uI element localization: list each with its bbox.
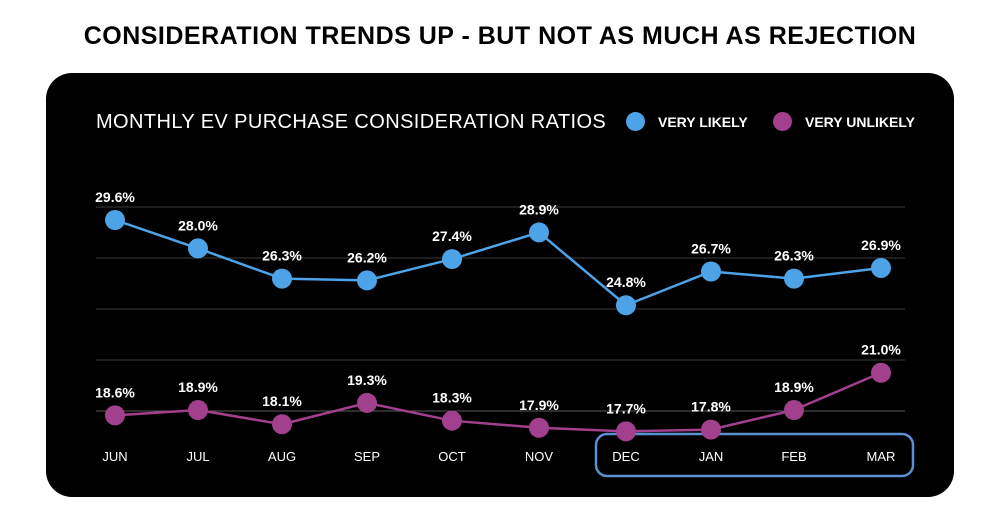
highlight-box — [594, 432, 915, 478]
chart-title: MONTHLY EV PURCHASE CONSIDERATION RATIOS — [96, 111, 607, 133]
x-tick-label-oct: OCT — [438, 449, 466, 464]
data-label-very-unlikely-aug: 18.1% — [262, 393, 302, 409]
x-tick-label-feb: FEB — [781, 449, 806, 464]
legend-dot-very-likely — [626, 112, 645, 131]
data-label-very-likely-dec: 24.8% — [606, 274, 646, 290]
x-tick-label-jun: JUN — [102, 449, 127, 464]
data-label-very-likely-sep: 26.2% — [347, 249, 387, 265]
data-point-very-likely-sep — [357, 270, 377, 291]
data-point-very-unlikely-jan — [701, 419, 721, 440]
x-tick-label-aug: AUG — [268, 449, 296, 464]
data-point-very-unlikely-oct — [442, 410, 462, 431]
legend-label-very-unlikely: VERY UNLIKELY — [805, 113, 915, 130]
data-label-very-unlikely-oct: 18.3% — [432, 390, 472, 406]
data-label-very-unlikely-feb: 18.9% — [774, 379, 814, 395]
data-label-very-unlikely-sep: 19.3% — [347, 372, 387, 388]
data-point-very-unlikely-dec — [616, 421, 636, 442]
data-label-very-likely-mar: 26.9% — [861, 237, 901, 253]
data-point-very-likely-jun — [105, 210, 125, 230]
x-tick-label-dec: DEC — [612, 449, 639, 464]
data-point-very-likely-aug — [272, 268, 292, 289]
data-point-very-likely-nov — [529, 222, 549, 243]
data-point-very-likely-dec — [616, 295, 636, 316]
data-point-very-unlikely-jun — [105, 405, 125, 426]
data-point-very-unlikely-aug — [272, 414, 292, 435]
data-label-very-likely-jul: 28.0% — [178, 217, 218, 233]
x-tick-label-jan: JAN — [699, 449, 724, 464]
data-label-very-unlikely-mar: 21.0% — [861, 342, 901, 358]
data-label-very-unlikely-jun: 18.6% — [95, 384, 135, 400]
data-point-very-likely-jan — [701, 261, 721, 282]
legend-very-likely: VERY LIKELY — [626, 112, 748, 131]
data-point-very-likely-oct — [442, 249, 462, 270]
legend-label-very-likely: VERY LIKELY — [658, 113, 748, 130]
data-point-very-unlikely-mar — [871, 362, 891, 383]
series-line-very-unlikely — [114, 371, 882, 433]
data-point-very-likely-jul — [188, 238, 208, 259]
data-label-very-likely-feb: 26.3% — [774, 248, 814, 264]
x-tick-label-sep: SEP — [354, 449, 380, 464]
data-point-very-unlikely-feb — [784, 400, 804, 421]
data-point-very-likely-mar — [871, 257, 891, 278]
legend-very-unlikely: VERY UNLIKELY — [773, 112, 915, 131]
data-point-very-unlikely-sep — [357, 392, 377, 413]
legend-dot-very-unlikely — [773, 112, 792, 131]
data-label-very-unlikely-jan: 17.8% — [691, 399, 731, 415]
headline: CONSIDERATION TRENDS UP - BUT NOT AS MUC… — [83, 22, 917, 50]
chart-card — [46, 73, 954, 497]
data-label-very-unlikely-jul: 18.9% — [178, 379, 218, 395]
data-label-very-likely-oct: 27.4% — [432, 228, 472, 244]
data-label-very-likely-aug: 26.3% — [262, 248, 302, 264]
data-label-very-likely-jan: 26.7% — [691, 241, 731, 257]
x-tick-label-jul: JUL — [186, 449, 209, 464]
data-point-very-unlikely-nov — [529, 417, 549, 438]
data-label-very-likely-jun: 29.6% — [95, 189, 135, 205]
x-tick-label-nov: NOV — [525, 449, 554, 464]
data-point-very-unlikely-jul — [188, 400, 208, 421]
series-line-very-likely — [114, 218, 882, 307]
x-tick-label-mar: MAR — [867, 449, 896, 464]
data-label-very-unlikely-dec: 17.7% — [606, 400, 646, 416]
data-label-very-unlikely-nov: 17.9% — [519, 397, 559, 413]
data-point-very-likely-feb — [784, 268, 804, 289]
data-label-very-likely-nov: 28.9% — [519, 201, 559, 217]
